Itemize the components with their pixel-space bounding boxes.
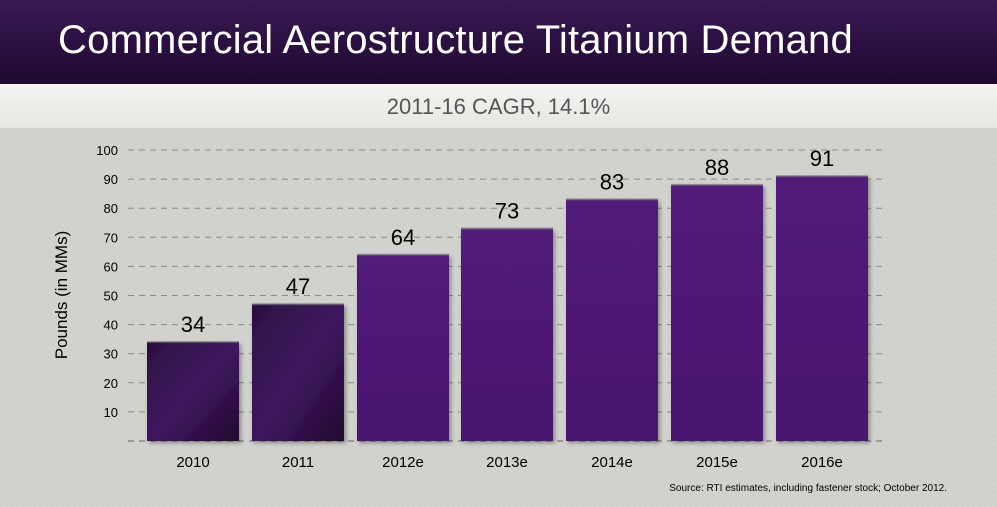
bar-2013e <box>461 228 553 441</box>
bar-top-edge <box>671 183 763 186</box>
data-label-2013e: 73 <box>495 199 519 224</box>
source-note: Source: RTI estimates, including fastene… <box>669 483 947 494</box>
bar-top-edge <box>252 303 344 306</box>
y-tick-label: 60 <box>104 259 118 274</box>
bar-top-edge <box>566 198 658 201</box>
y-tick-label: 40 <box>104 318 118 333</box>
y-tick-label: 100 <box>96 143 118 158</box>
y-tick-label: 10 <box>104 405 118 420</box>
y-axis-label: Pounds (in MMs) <box>52 231 71 359</box>
x-axis-ticks: 2010 2011 2012e 2013e 2014e 2015e 2016e <box>176 454 843 471</box>
y-tick-label: 70 <box>104 230 118 245</box>
data-label-2012e: 64 <box>391 225 415 250</box>
x-tick-label-2011: 2011 <box>282 454 314 471</box>
bar-top-edge <box>357 253 449 256</box>
header-banner: Commercial Aerostructure Titanium Demand <box>0 0 997 84</box>
data-label-2016e: 91 <box>810 146 834 171</box>
y-tick-label: 90 <box>104 172 118 187</box>
bar-2010 <box>147 342 239 441</box>
bar-top-edge <box>776 175 868 178</box>
chart-subtitle: 2011-16 CAGR, 14.1% <box>386 94 611 119</box>
bars <box>147 175 868 442</box>
data-label-2015e: 88 <box>705 155 729 180</box>
bar-top-edge <box>147 341 239 344</box>
bar-top-edge <box>461 227 553 230</box>
x-tick-label-2016e: 2016e <box>801 454 843 471</box>
y-tick-label: 20 <box>104 376 118 391</box>
x-tick-label-2010: 2010 <box>176 454 209 471</box>
data-labels: 34 47 64 73 83 88 91 <box>181 146 834 337</box>
bar-2015e <box>671 184 763 442</box>
y-tick-label: 80 <box>104 201 118 216</box>
y-tick-label: 50 <box>104 289 118 304</box>
bar-2016e <box>776 176 868 441</box>
data-label-2011: 47 <box>286 274 310 299</box>
x-tick-label-2013e: 2013e <box>486 454 528 471</box>
data-label-2010: 34 <box>181 312 205 337</box>
x-tick-label-2014e: 2014e <box>591 454 633 471</box>
bar-2014e <box>566 199 658 441</box>
bar-2011 <box>252 304 344 441</box>
chart-title: Commercial Aerostructure Titanium Demand <box>58 18 853 62</box>
data-label-2014e: 83 <box>600 169 624 194</box>
y-tick-label: 30 <box>104 347 118 362</box>
bar-2012e <box>357 254 449 441</box>
x-tick-label-2015e: 2015e <box>696 454 738 471</box>
y-axis-ticks: 10 20 30 40 50 60 70 80 90 100 <box>96 143 118 420</box>
subtitle-stripe <box>0 84 997 128</box>
x-tick-label-2012e: 2012e <box>382 454 424 471</box>
